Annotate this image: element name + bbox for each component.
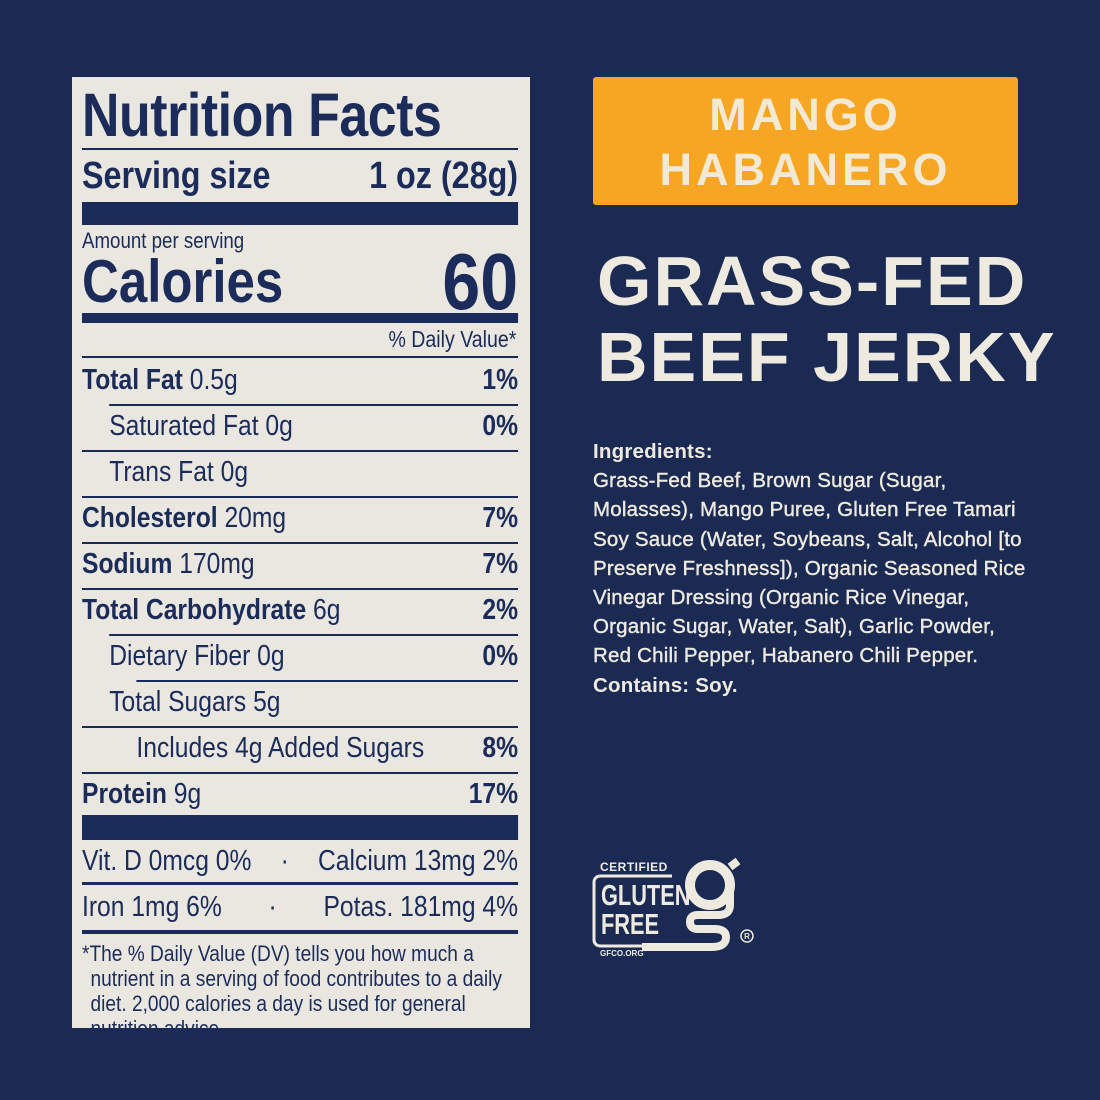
divider <box>82 356 519 358</box>
separator-dot: · <box>268 891 277 923</box>
nutrient-amount: 6g <box>313 594 341 626</box>
nutrient-row: Trans Fat 0g <box>82 452 518 492</box>
nutrient-dv: 7% <box>482 548 519 580</box>
nutrient-dv: 2% <box>482 594 519 626</box>
gfco-url: GFCO.ORG <box>600 949 644 958</box>
nutrition-title: Nutrition Facts <box>82 81 442 149</box>
nutrient-row: Total Sugars 5g <box>82 682 518 722</box>
svg-text:R: R <box>744 932 750 941</box>
nutrient-name: Protein <box>82 778 167 810</box>
nutrient-amount: 0g <box>220 456 249 488</box>
nutrient-row: Protein 9g 17% <box>82 774 518 814</box>
divider <box>82 148 519 150</box>
nutrient-dv: 0% <box>482 410 519 442</box>
nutrient-amount: 170mg <box>179 548 255 580</box>
ingredients-text: Grass-Fed Beef, Brown Sugar (Sugar, Mola… <box>593 469 1026 668</box>
contains-text: Contains: Soy. <box>593 673 738 697</box>
nutrient-name: Sodium <box>82 548 173 580</box>
serving-size-row: Serving size 1 oz (28g) <box>82 154 518 198</box>
ingredients-block: Ingredients: Grass-Fed Beef, Brown Sugar… <box>593 437 1033 700</box>
nutrient-dv: 8% <box>482 732 519 764</box>
amount-per-serving: Amount per serving <box>82 228 245 253</box>
vitamin-left: Vit. D 0mcg 0% <box>82 845 252 877</box>
nutrient-name: Saturated Fat <box>109 410 259 442</box>
nutrient-row: Dietary Fiber 0g 0% <box>82 636 518 676</box>
serving-label: Serving size <box>82 155 271 197</box>
footnote: *The % Daily Value (DV) tells you how mu… <box>82 941 502 1041</box>
divider <box>82 542 519 544</box>
gluten-free-g-logo-icon: R <box>592 857 754 951</box>
gluten-text: GLUTEN <box>601 880 691 912</box>
nutrient-name: Total Fat <box>82 364 183 396</box>
nutrient-amount: 20mg <box>224 502 287 534</box>
nutrient-name: Trans Fat <box>109 456 214 488</box>
nutrient-amount: 9g <box>173 778 202 810</box>
certified-text: CERTIFIED <box>600 860 668 874</box>
thick-divider <box>82 202 519 225</box>
calories-value: 60 <box>442 237 519 326</box>
vitamin-right: Potas. 181mg 4% <box>323 891 519 923</box>
divider <box>109 404 519 406</box>
vitamin-left: Iron 1mg 6% <box>82 891 222 923</box>
vitamin-row: Vit. D 0mcg 0% · Calcium 13mg 2% <box>82 841 518 881</box>
nutrient-name: Cholesterol <box>82 502 218 534</box>
nutrient-name: Includes 4g Added Sugars <box>136 732 425 764</box>
divider <box>82 882 519 885</box>
calories-label: Calories <box>82 248 284 315</box>
nutrient-row: Saturated Fat 0g 0% <box>82 406 518 446</box>
product-title-line1: GRASS-FED <box>597 242 1028 320</box>
divider <box>136 680 519 682</box>
flavor-badge: MANGO HABANERO <box>593 77 1018 205</box>
nutrient-dv: 17% <box>468 778 519 810</box>
nutrient-amount: 0g <box>265 410 293 442</box>
vitamin-right: Calcium 13mg 2% <box>318 845 519 877</box>
nutrient-row: Total Fat 0.5g 1% <box>82 360 518 400</box>
divider <box>82 450 519 452</box>
flavor-line1: MANGO <box>709 89 902 140</box>
vitamin-row: Iron 1mg 6% · Potas. 181mg 4% <box>82 887 518 927</box>
divider <box>82 772 519 774</box>
nutrient-name: Dietary Fiber <box>109 640 251 672</box>
nutrient-row: Total Carbohydrate 6g 2% <box>82 590 518 630</box>
separator-dot: · <box>280 845 289 877</box>
nutrition-facts-label: Nutrition Facts Serving size 1 oz (28g) … <box>72 77 530 1041</box>
thick-divider <box>82 313 519 323</box>
free-text: FREE <box>601 909 660 941</box>
nutrient-name: Total Carbohydrate <box>82 594 307 626</box>
nutrient-name: Total Sugars <box>109 686 247 718</box>
nutrient-dv: 7% <box>482 502 519 534</box>
nutrient-dv: 0% <box>482 640 519 672</box>
divider <box>109 634 519 636</box>
nutrient-amount: 5g <box>253 686 281 718</box>
gluten-free-text: GLUTEN FREE <box>601 882 690 940</box>
nutrient-row: Cholesterol 20mg 7% <box>82 498 518 538</box>
flavor-line2: HABANERO <box>659 144 952 195</box>
serving-value: 1 oz (28g) <box>369 155 519 197</box>
nutrient-dv: 1% <box>482 364 519 396</box>
nutrient-row: Sodium 170mg 7% <box>82 544 518 584</box>
nutrient-row: Includes 4g Added Sugars 8% <box>82 728 518 768</box>
nutrient-amount: 0g <box>257 640 285 672</box>
product-title-line2: BEEF JERKY <box>597 318 1057 396</box>
calories-row: Calories 60 <box>82 237 519 326</box>
divider <box>82 588 519 590</box>
nutrient-amount: 0.5g <box>189 364 238 396</box>
thick-divider <box>82 815 519 840</box>
daily-value-header: % Daily Value* <box>388 326 517 352</box>
gluten-free-certification: R CERTIFIED GLUTEN FREE GFCO.ORG <box>592 852 757 967</box>
divider <box>82 726 519 728</box>
divider <box>82 930 519 934</box>
divider <box>82 496 519 498</box>
ingredients-title: Ingredients: <box>593 440 713 463</box>
